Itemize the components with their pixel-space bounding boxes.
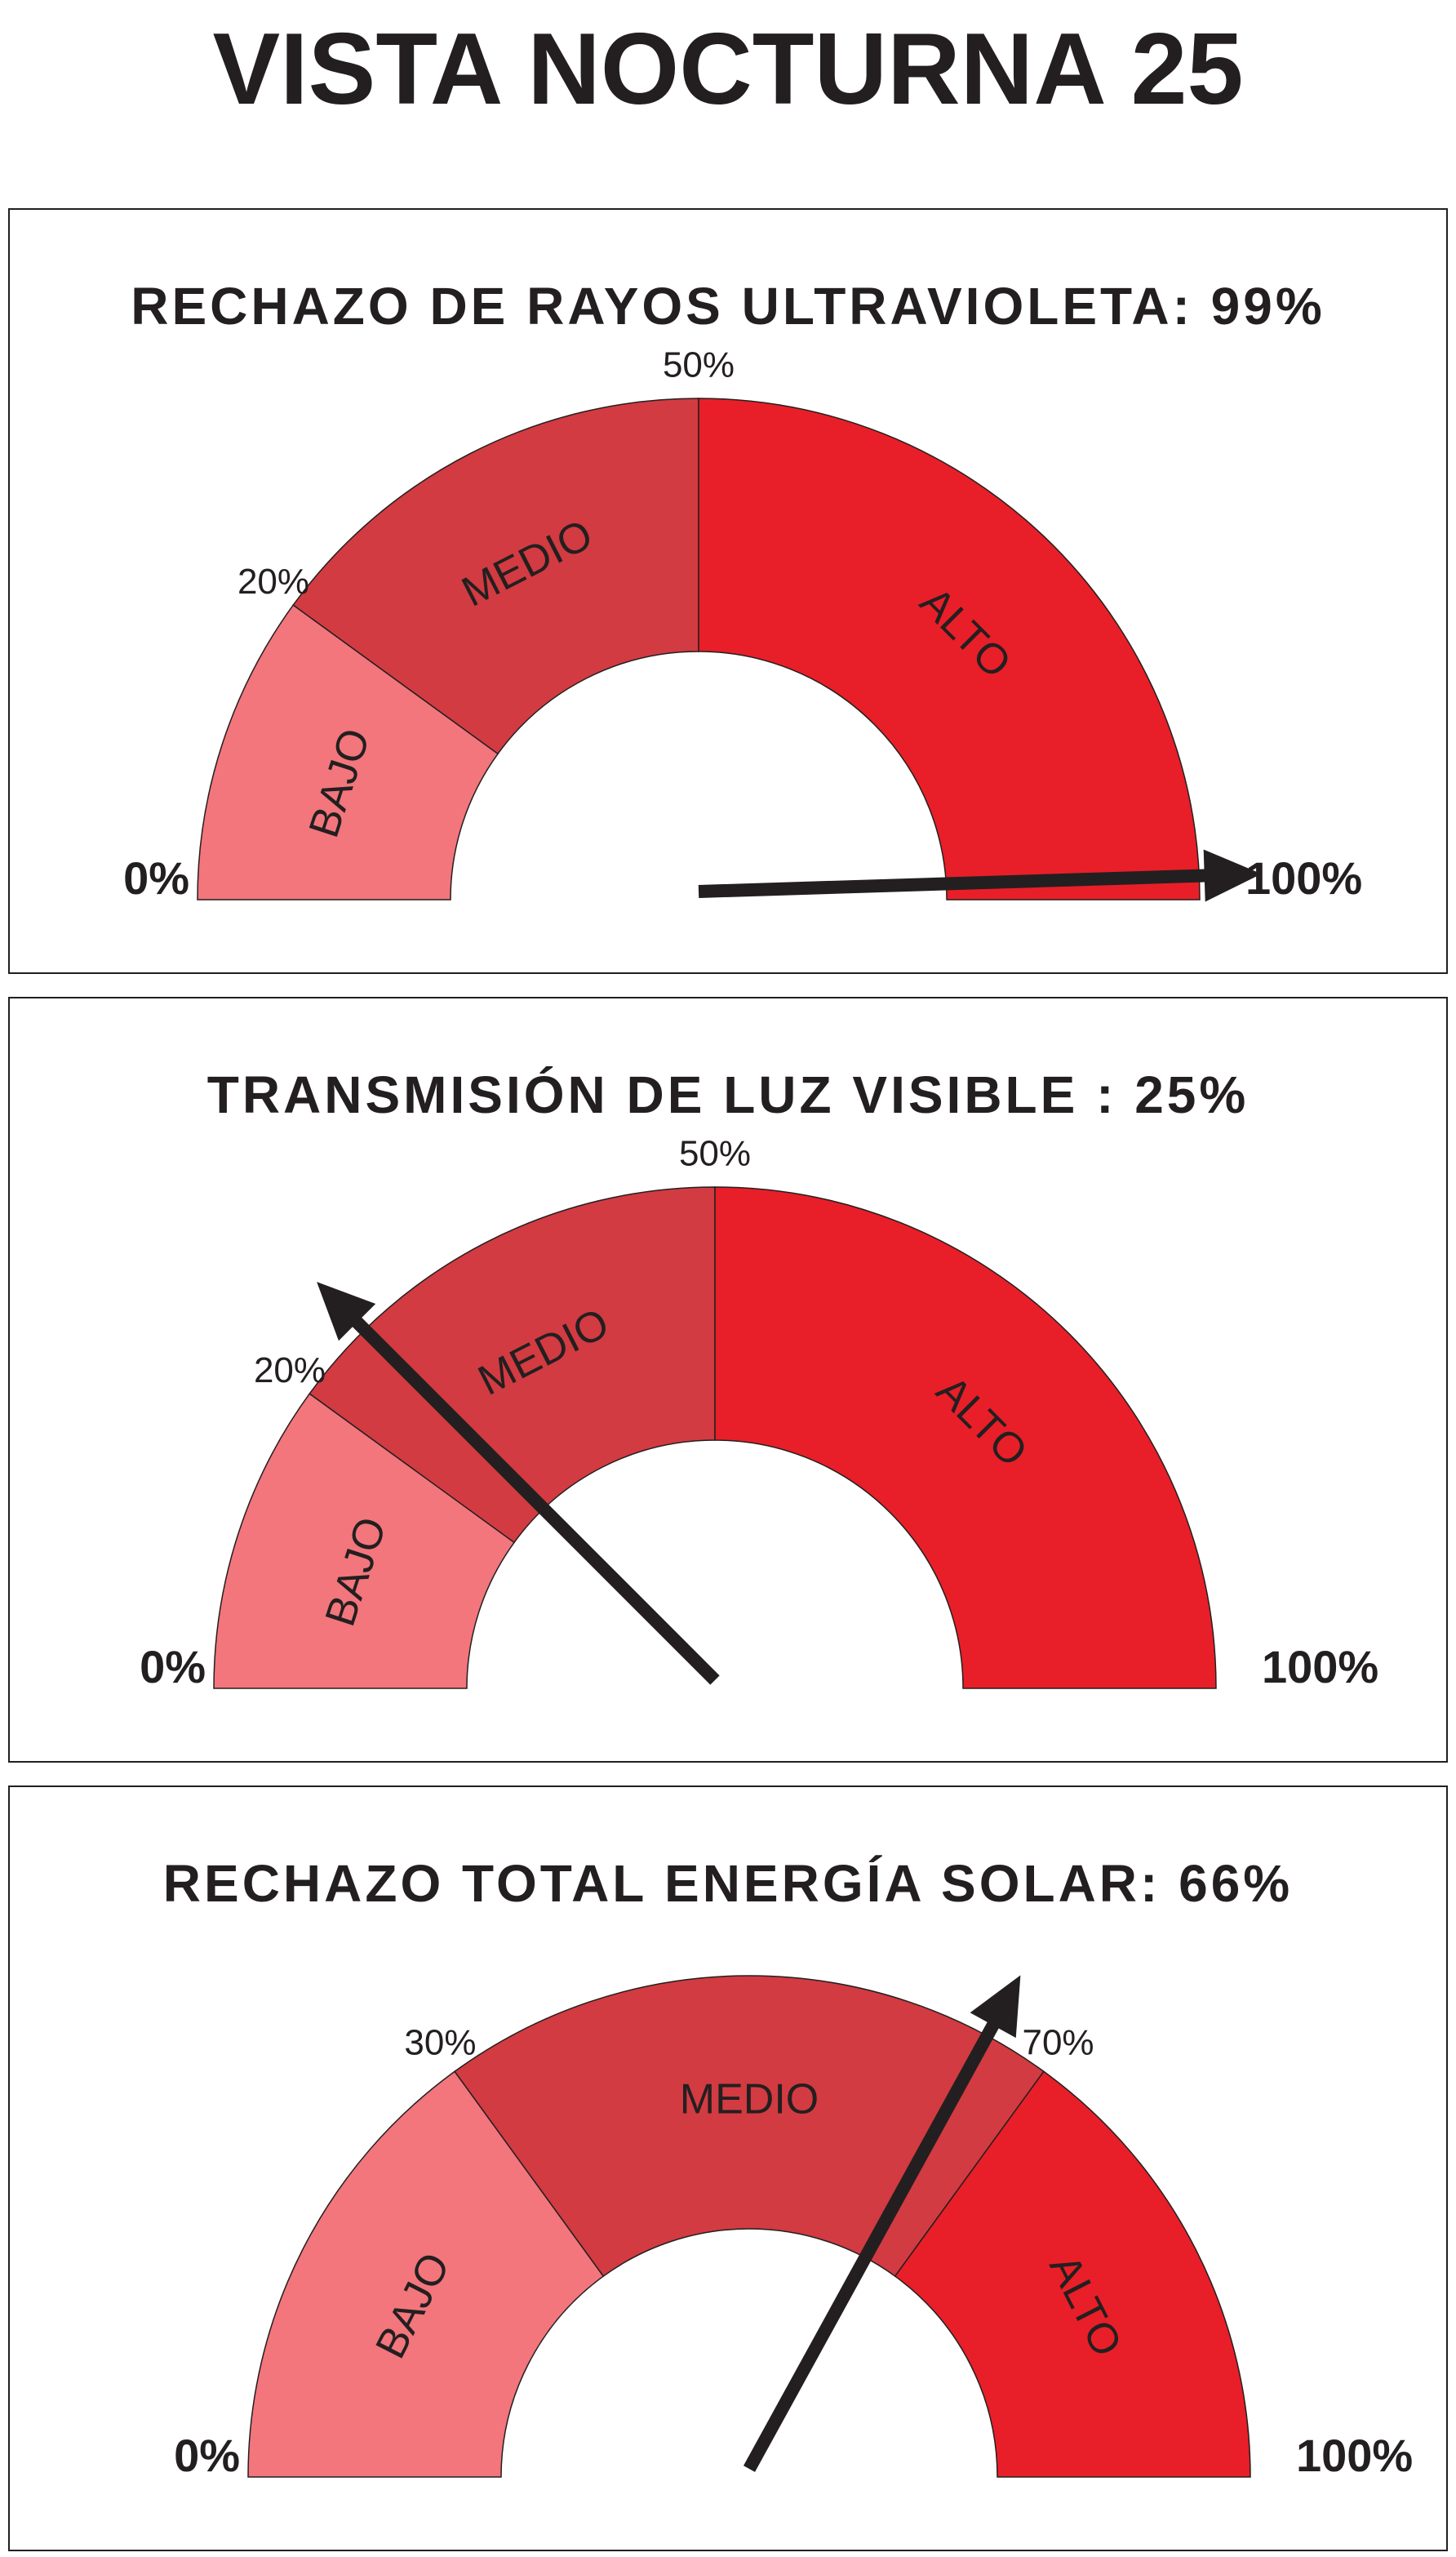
main-title: VISTA NOCTURNA 25 [212,13,1243,126]
panel-title: RECHAZO TOTAL ENERGÍA SOLAR: 66% [163,1854,1293,1913]
panel-title: RECHAZO DE RAYOS ULTRAVIOLETA: 99% [131,277,1325,336]
gauge-band [894,2070,1251,2478]
gauge-panel: RECHAZO TOTAL ENERGÍA SOLAR: 66%BAJOMEDI… [8,1785,1448,2551]
end-label: 100% [1262,1641,1378,1692]
gauge-band [197,604,499,901]
gauge-band [309,1186,716,1544]
needle [743,1975,1021,2472]
gauge-panel: RECHAZO DE RAYOS ULTRAVIOLETA: 99%BAJOME… [8,208,1448,974]
end-label: 0% [140,1641,206,1692]
needle [698,849,1262,902]
gauge-band [247,2070,605,2478]
gauge-band [714,1186,1217,1689]
gauge-band [698,398,1201,901]
end-label: 100% [1245,852,1362,904]
tick-label: 50% [663,345,735,385]
tick-label: 20% [254,1350,326,1390]
gauge-band [292,398,699,755]
tick-label: 30% [404,2023,476,2063]
gauge-panel: TRANSMISIÓN DE LUZ VISIBLE : 25%BAJOMEDI… [8,997,1448,1763]
tick-label: 70% [1022,2023,1094,2063]
end-label: 0% [123,852,189,904]
end-label: 0% [174,2430,240,2481]
end-label: 100% [1296,2430,1413,2481]
needle [317,1282,720,1685]
tick-label: 50% [679,1134,751,1174]
tick-label: 20% [237,562,309,602]
gauge-band [213,1393,516,1689]
band-label: MEDIO [680,2076,819,2123]
panel-title: TRANSMISIÓN DE LUZ VISIBLE : 25% [207,1065,1250,1124]
